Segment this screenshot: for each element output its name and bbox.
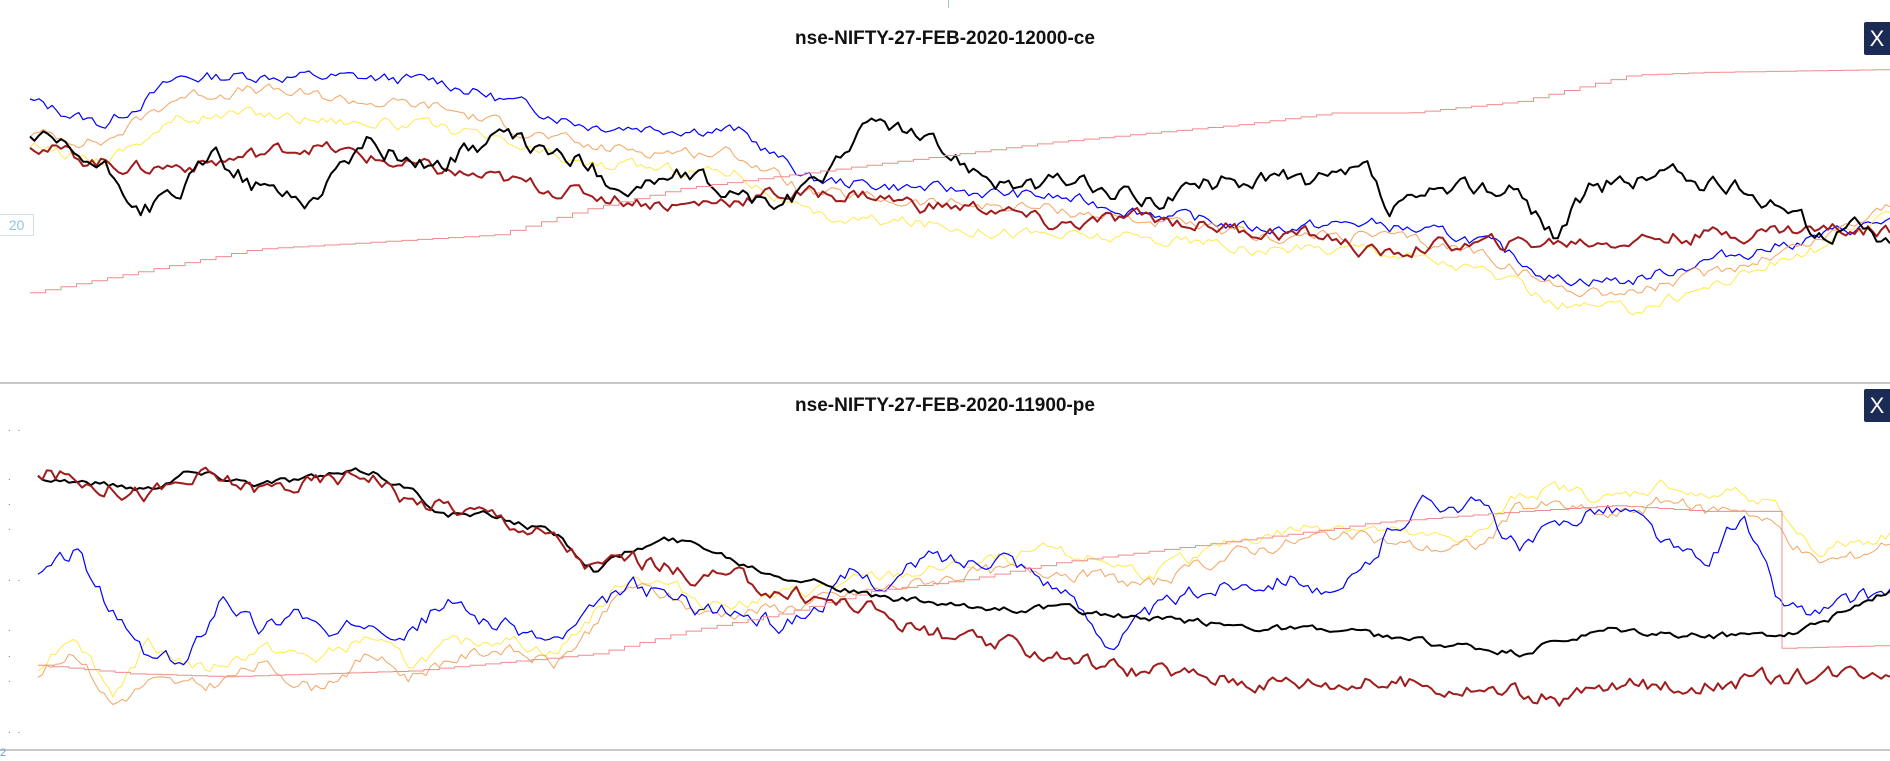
chart-title: nse-NIFTY-27-FEB-2020-11900-pe (795, 395, 1095, 416)
axis-tick-mark: . (8, 522, 13, 533)
series-line (29, 70, 1890, 287)
chart-title: nse-NIFTY-27-FEB-2020-12000-ce (795, 28, 1095, 49)
series-line (29, 83, 1890, 298)
chart-plot-area (37, 466, 1890, 707)
series-line (37, 494, 1890, 666)
value-badge: 20 (0, 214, 34, 236)
axis-tick-mark: . (8, 674, 13, 685)
chart-panel-top: nse-NIFTY-27-FEB-2020-12000-ce X (29, 22, 1890, 316)
axis-tick-mark: . . (8, 725, 23, 736)
chart-panel-bottom: nse-NIFTY-27-FEB-2020-11900-pe X . . . .… (0, 383, 1890, 750)
corner-label: 2 (0, 747, 7, 759)
series-line (37, 479, 1890, 698)
series-line (30, 69, 1890, 294)
series-line (29, 141, 1890, 259)
axis-tick-mark: . . (8, 573, 23, 584)
close-button[interactable]: X (1864, 22, 1890, 55)
axis-tick-mark: . . (8, 423, 23, 434)
axis-tick-mark: . (8, 623, 13, 634)
series-line (38, 505, 1890, 678)
close-button[interactable]: X (1864, 389, 1890, 422)
panel-divider (0, 749, 1890, 751)
series-line (37, 466, 1890, 707)
scroll-tick-marker (948, 0, 949, 8)
axis-tick-mark: . (8, 649, 13, 660)
series-line (37, 467, 1890, 658)
chart-plot-area (29, 69, 1890, 316)
axis-tick-mark: . (8, 497, 13, 508)
axis-tick-mark: . (8, 472, 13, 483)
series-line (29, 106, 1890, 316)
panel-divider (0, 382, 1890, 384)
series-line (29, 117, 1890, 245)
